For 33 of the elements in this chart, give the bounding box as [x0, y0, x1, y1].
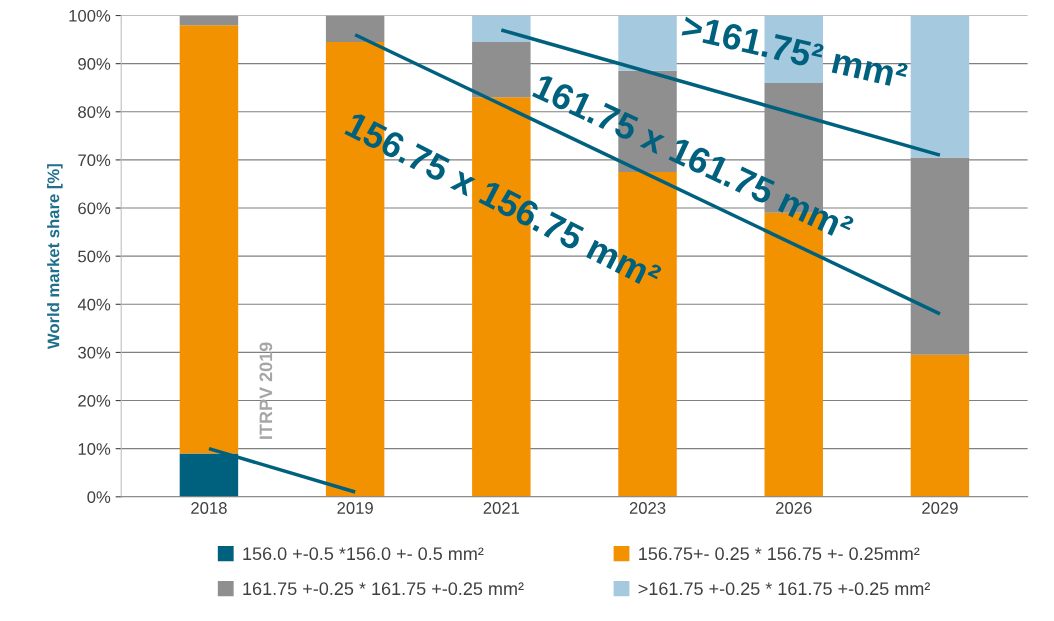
legend-label: 156.75+- 0.25 * 156.75 +- 0.25mm² [639, 547, 920, 561]
bar [618, 15, 677, 71]
bar [910, 15, 970, 158]
x-tick-label: 2023 [629, 502, 666, 514]
y-tick-label: 50% [78, 250, 111, 263]
bar [325, 15, 385, 42]
y-tick-label: 100% [69, 9, 111, 22]
y-tick-label: 80% [78, 106, 111, 118]
bar [472, 42, 531, 98]
x-tick-label: 2019 [337, 502, 373, 514]
legend-label: 156.0 +-0.5 *156.0 +- 0.5 mm² [243, 547, 484, 561]
x-tick-label: 2026 [776, 502, 812, 514]
bar [179, 25, 239, 454]
y-tick-label: 30% [78, 346, 111, 359]
bar [179, 15, 239, 26]
bar [910, 354, 970, 497]
annotation: ITRPV 2019 [259, 342, 273, 439]
y-tick-label: 0% [87, 491, 111, 503]
x-tick-label: 2021 [483, 502, 520, 514]
y-tick-label: 20% [78, 394, 111, 407]
y-tick-label: 10% [78, 443, 111, 455]
bar [910, 157, 970, 355]
y-tick-label: 90% [78, 58, 111, 70]
bar [472, 15, 531, 42]
x-tick-label: 2029 [922, 502, 958, 514]
legend-label: 161.75 +-0.25 * 161.75 +-0.25 mm² [243, 582, 524, 596]
x-tick-label: 2018 [191, 502, 227, 514]
y-axis-title: World market share [%] [47, 164, 63, 350]
y-tick-label: 60% [78, 202, 111, 215]
legend-label: >161.75 +-0.25 * 161.75 +-0.25 mm² [638, 582, 931, 596]
annotation: >161.75² mm² [681, 13, 909, 90]
y-tick-label: 40% [77, 298, 111, 311]
y-tick-label: 70% [78, 154, 111, 167]
